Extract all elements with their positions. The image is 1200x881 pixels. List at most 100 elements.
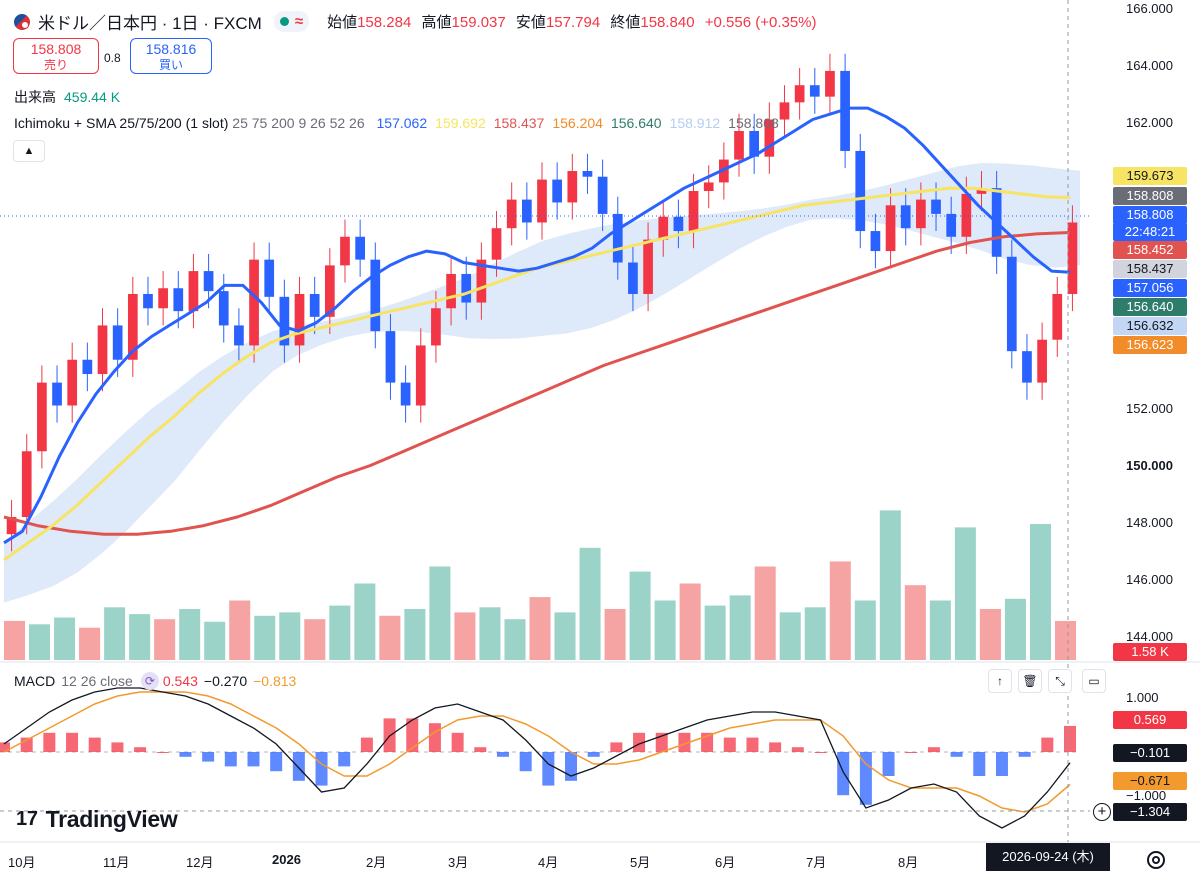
- low-label: 安値: [515, 14, 546, 31]
- macd-histogram-bar: [224, 752, 237, 767]
- close-label: 終値: [610, 14, 641, 31]
- candle-body: [446, 273, 456, 309]
- delete-pane-button[interactable]: 🗑: [1018, 669, 1042, 693]
- volume-bar: [454, 612, 476, 660]
- volume-bar: [154, 619, 176, 660]
- macd-histogram-bar: [1018, 752, 1031, 757]
- candle-body: [67, 359, 78, 406]
- change-value: +0.556 (+0.35%): [704, 14, 817, 31]
- volume-bar: [379, 615, 401, 660]
- macd-histogram-bar: [519, 752, 532, 772]
- volume-bar: [179, 609, 201, 660]
- volume-bar: [929, 600, 951, 660]
- candle-body: [506, 199, 517, 229]
- indicator-value: 156.640: [610, 115, 662, 131]
- plus-circle-icon[interactable]: +: [1093, 803, 1111, 821]
- grid: [0, 661, 1200, 843]
- volume-bar: [729, 595, 751, 660]
- time-axis-label: 12月: [186, 855, 214, 870]
- candle-body: [143, 293, 153, 309]
- maximize-pane-button[interactable]: ▭: [1082, 669, 1106, 693]
- volume-bar: [354, 583, 376, 660]
- volume-bar: [979, 609, 1001, 660]
- maximize-icon: ▭: [1088, 674, 1100, 688]
- price-tag: 156.632: [1113, 317, 1187, 335]
- macd-tag: −0.101: [1113, 744, 1187, 762]
- macd-histogram-bar: [610, 742, 623, 752]
- macd-histogram-bar: [791, 747, 804, 752]
- indicator-value: 158.808: [728, 115, 779, 131]
- indicator-legend[interactable]: Ichimoku + SMA 25/75/200 (1 slot) 25 75 …: [14, 115, 779, 131]
- candle-body: [809, 85, 820, 97]
- volume-tag: 1.58 K: [1113, 643, 1187, 661]
- macd-value-2: −0.270: [203, 673, 248, 689]
- price-axis-label: 144.000: [1126, 629, 1173, 644]
- collapse-legend-button[interactable]: ▲: [13, 140, 45, 162]
- macd-histogram-bar: [814, 752, 827, 753]
- tradingview-logo: 17 TradingView: [16, 806, 178, 833]
- price-tag: 159.673: [1113, 167, 1187, 185]
- market-status[interactable]: ≈: [273, 11, 310, 32]
- candle-body: [127, 293, 138, 360]
- macd-histogram-bar: [383, 718, 396, 752]
- macd-panel: [0, 687, 1080, 829]
- macd-histogram-bar: [292, 752, 305, 781]
- macd-histogram-bar: [338, 752, 351, 767]
- macd-name: MACD: [14, 673, 56, 689]
- candle-body: [582, 171, 593, 177]
- macd-value-3: −0.813: [253, 673, 297, 689]
- symbol-header: 米ドル／日本円 · 1日 · FXCM ≈ 始値158.284 高値159.03…: [14, 9, 817, 34]
- candle-body: [203, 271, 214, 292]
- macd-histogram-bar: [134, 747, 147, 752]
- candle-body: [294, 293, 305, 346]
- arrow-up-icon: ↑: [997, 674, 1003, 688]
- collapse-pane-button[interactable]: ⤡: [1048, 669, 1072, 693]
- candle-body: [931, 199, 941, 214]
- volume-bar: [329, 605, 351, 660]
- macd-histogram-bar: [202, 752, 215, 762]
- gear-icon[interactable]: [1147, 851, 1165, 869]
- open-value: 158.284: [357, 14, 412, 31]
- candle-body: [1022, 351, 1032, 383]
- volume-bar: [779, 612, 801, 660]
- volume-bar: [629, 571, 651, 660]
- time-axis-label: 5月: [630, 855, 651, 870]
- high-label: 高値: [421, 14, 452, 31]
- candle-body: [946, 213, 957, 237]
- macd-histogram-bar: [973, 752, 986, 776]
- volume-bar: [954, 527, 976, 660]
- price-tag: 158.808: [1113, 206, 1187, 224]
- macd-value-1: 0.543: [162, 673, 198, 689]
- candle-body: [82, 359, 93, 375]
- macd-histogram-bar: [496, 752, 509, 757]
- candle-body: [476, 259, 487, 303]
- candle-body: [1067, 222, 1078, 294]
- candle-body: [734, 130, 744, 160]
- tv-logo-mark: 17: [16, 808, 38, 830]
- candle-body: [355, 236, 365, 260]
- move-up-button[interactable]: ↑: [988, 669, 1012, 693]
- low-value: 157.794: [545, 14, 601, 31]
- macd-tag: 0.569: [1113, 711, 1187, 729]
- macd-axis-label: 1.000: [1126, 690, 1159, 705]
- macd-histogram-bar: [1041, 737, 1054, 752]
- macd-tag: −1.304: [1113, 803, 1187, 821]
- volume-legend[interactable]: 出来高 459.44 K: [14, 87, 120, 107]
- candle-body: [400, 382, 411, 406]
- macd-histogram-bar: [428, 723, 441, 752]
- symbol-title[interactable]: 米ドル／日本円 · 1日 · FXCM: [38, 14, 262, 33]
- macd-histogram-bar: [678, 732, 691, 752]
- macd-histogram-bar: [179, 752, 192, 757]
- price-axis-label: 148.000: [1126, 515, 1173, 530]
- macd-histogram-bar: [0, 742, 10, 752]
- volume-bar: [129, 614, 151, 660]
- macd-histogram-bar: [769, 742, 782, 752]
- macd-legend[interactable]: MACD 12 26 close ⟳ 0.543 −0.270 −0.813: [14, 672, 296, 690]
- sync-icon[interactable]: ⟳: [140, 672, 159, 690]
- sell-button[interactable]: 158.808 売り: [13, 38, 99, 74]
- price-axis-label: 152.000: [1126, 401, 1173, 416]
- buy-button[interactable]: 158.816 買い: [130, 38, 212, 74]
- time-axis-label: 2月: [366, 855, 387, 870]
- candle-body: [309, 293, 320, 317]
